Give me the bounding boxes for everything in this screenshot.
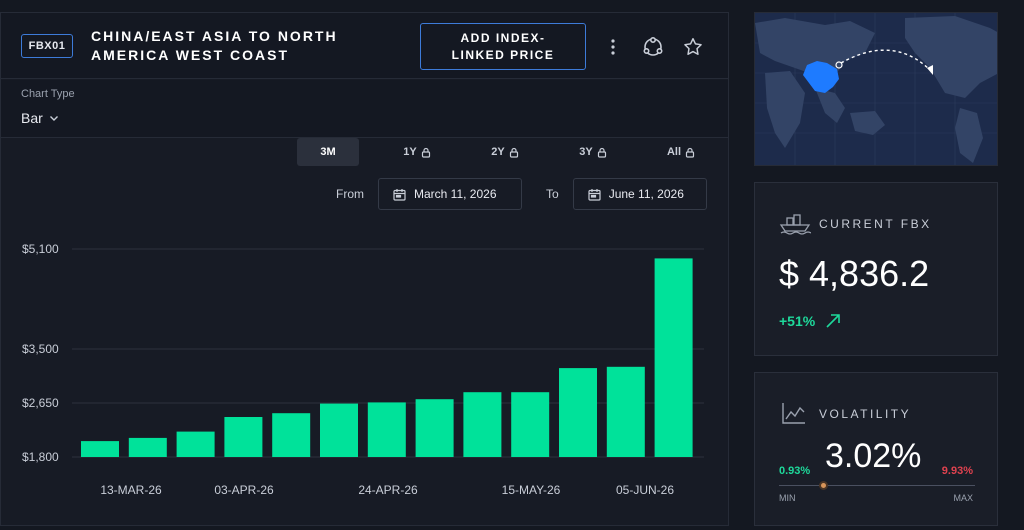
chart-toolbar: Chart Type Bar — [1, 80, 728, 138]
from-date-input[interactable]: March 11, 2026 — [378, 178, 522, 210]
period-tabs: 3M 1Y 2Y 3Y All — [297, 138, 725, 166]
tab-label: 1Y — [403, 146, 417, 158]
star-icon[interactable] — [681, 35, 705, 59]
bar[interactable] — [320, 403, 358, 457]
bar[interactable] — [606, 366, 645, 457]
bar[interactable] — [81, 441, 119, 457]
from-date-value: March 11, 2026 — [414, 187, 497, 201]
y-tick-label: $2,650 — [22, 396, 59, 410]
bar[interactable] — [654, 258, 693, 457]
volatility-max-label: MAX — [953, 493, 973, 503]
to-date-value: June 11, 2026 — [608, 187, 684, 201]
arrow-up-right-icon — [826, 314, 841, 328]
index-code-badge: FBX01 — [21, 34, 73, 58]
bar[interactable] — [367, 402, 406, 457]
x-tick-label: 05-JUN-26 — [616, 483, 674, 497]
bar[interactable] — [559, 368, 597, 457]
tab-label: 3Y — [579, 146, 593, 158]
world-map-graphic — [755, 13, 997, 165]
index-chart-panel: FBX01 CHINA/EAST ASIA TO NORTH AMERICA W… — [0, 12, 729, 526]
bar[interactable] — [511, 392, 550, 457]
ship-icon — [779, 214, 811, 235]
route-map — [754, 12, 998, 166]
tab-3m[interactable]: 3M — [297, 138, 359, 166]
chart-type-label: Chart Type — [21, 88, 75, 100]
calendar-icon — [588, 188, 601, 201]
x-tick-label: 24-APR-26 — [358, 483, 418, 497]
volatility-value: 3.02% — [825, 437, 922, 475]
to-date-input[interactable]: June 11, 2026 — [572, 178, 707, 210]
y-tick-label: $1,800 — [22, 450, 59, 464]
current-fbx-change: +51% — [779, 313, 841, 329]
volatility-track — [779, 485, 975, 486]
tab-2y[interactable]: 2Y — [461, 138, 549, 166]
y-tick-label: $3,500 — [22, 342, 59, 356]
calendar-icon — [393, 188, 406, 201]
volatility-min-label: MIN — [779, 493, 796, 503]
chart-type-value: Bar — [21, 110, 43, 126]
chart-type-select[interactable]: Bar — [21, 110, 59, 126]
tab-all[interactable]: All — [637, 138, 725, 166]
tab-label: 3M — [320, 146, 336, 158]
volatility-marker — [819, 481, 829, 490]
chevron-down-icon — [49, 116, 58, 121]
bar[interactable] — [463, 392, 502, 457]
bar-chart: $5,100 $3,500 $2,650 $1,800 13-MAR-26 03-APR-… — [22, 242, 704, 497]
x-tick-label: 03-APR-26 — [214, 483, 274, 497]
lock-icon — [597, 147, 606, 158]
volatility-min-value: 0.93% — [779, 465, 811, 477]
date-range: From March 11, 2026 To June 11, 2026 — [336, 178, 707, 210]
tab-label: All — [666, 146, 682, 158]
bar[interactable] — [176, 431, 215, 457]
lock-icon — [509, 147, 518, 158]
from-label: From — [336, 187, 364, 201]
y-tick-label: $5,100 — [22, 242, 59, 256]
x-tick-label: 13-MAR-26 — [100, 483, 162, 497]
volatility-title: VOLATILITY — [819, 407, 912, 421]
bar[interactable] — [272, 413, 311, 457]
current-fbx-value: $ 4,836.2 — [779, 253, 930, 294]
lock-icon — [421, 147, 430, 158]
change-percent: +51% — [779, 313, 816, 329]
share-icon[interactable] — [641, 35, 665, 59]
bar[interactable] — [415, 399, 454, 457]
x-tick-label: 15-MAY-26 — [502, 483, 561, 497]
add-index-linked-price-button[interactable]: ADD INDEX-LINKED PRICE — [420, 23, 586, 70]
line-chart-icon — [782, 403, 805, 424]
bar[interactable] — [224, 417, 263, 457]
current-fbx-title: CURRENT FBX — [819, 217, 932, 231]
tab-label: 2Y — [491, 146, 505, 158]
lock-icon — [685, 147, 695, 158]
current-fbx-card: CURRENT FBX $ 4,836.2 +51% — [754, 182, 998, 356]
tab-1y[interactable]: 1Y — [373, 138, 461, 166]
panel-header: FBX01 CHINA/EAST ASIA TO NORTH AMERICA W… — [1, 13, 728, 79]
tab-3y[interactable]: 3Y — [549, 138, 637, 166]
route-title: CHINA/EAST ASIA TO NORTH AMERICA WEST CO… — [91, 28, 338, 63]
more-vertical-icon[interactable] — [601, 35, 625, 59]
volatility-card: VOLATILITY 0.93% 3.02% 9.93% MIN MAX — [754, 372, 998, 526]
to-label: To — [546, 187, 559, 201]
volatility-max-value: 9.93% — [941, 465, 973, 477]
bar[interactable] — [128, 437, 167, 457]
